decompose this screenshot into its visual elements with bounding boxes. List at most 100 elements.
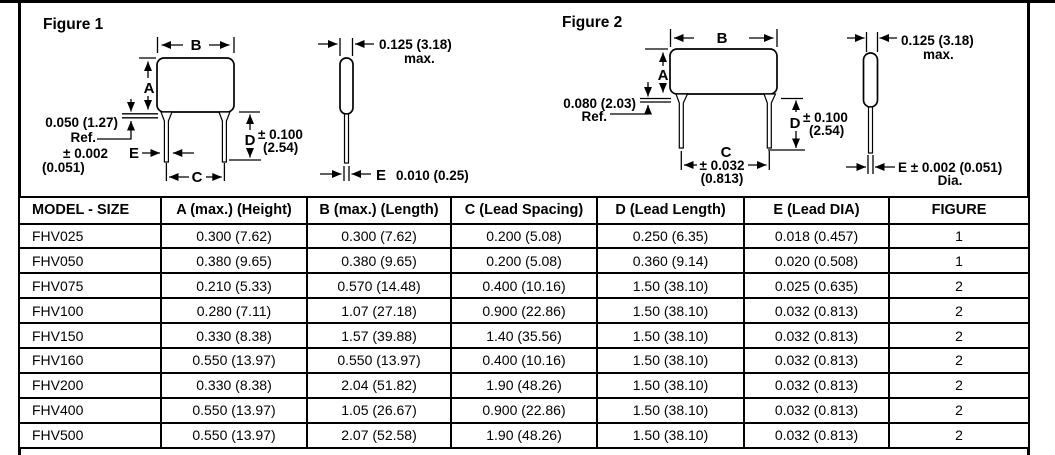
cell-model: FHV075 [18,272,162,300]
fig2-c-tol-mm: (0.813) [701,171,744,186]
cell-figure: 2 [888,272,1030,300]
fig1-side-max-label: max. [404,51,435,66]
cell-d-length: 0.250 (6.35) [596,222,745,250]
figure2-title: Figure 2 [562,14,622,31]
fig1-c-label: C [192,169,203,186]
cell-model: FHV025 [18,222,162,250]
fig2-c-label: C [721,144,732,161]
table-row: FHV400 0.550 (13.97) 1.05 (26.67) 0.900 … [18,396,1030,424]
cell-c-spacing: 0.200 (5.08) [450,222,598,250]
table-row: FHV075 0.210 (5.33) 0.570 (14.48) 0.400 … [18,272,1030,300]
cell-e-dia: 0.025 (0.635) [743,272,890,300]
fig2-d-label: D [790,115,801,132]
fig1-b-label: B [191,37,202,54]
cell-a-height: 0.300 (7.62) [160,222,308,250]
cell-d-length: 1.50 (38.10) [596,396,745,424]
fig1-e-label: E [129,145,139,162]
fig2-right-lead [763,93,777,149]
col-header-d-lead-length: D (Lead Length) [596,196,745,225]
table-row: FHV150 0.330 (8.38) 1.57 (39.88) 1.40 (3… [18,322,1030,349]
figure1-drawing: Figure 1 B A 0.050 (1.27) Ref. ± [42,16,469,186]
cell-b-length: 0.300 (7.62) [306,222,452,250]
col-header-c-lead-spacing: C (Lead Spacing) [450,196,598,225]
fig1-side-e-value: 0.010 (0.25) [396,168,469,183]
fig2-side-e-value: E ± 0.002 (0.051) [898,160,1002,175]
fig2-body-outline [669,48,778,95]
col-header-a-height: A (max.) (Height) [160,196,308,225]
fig2-ref-value: 0.080 (2.03) [563,96,636,111]
cell-d-length: 1.50 (38.10) [596,371,745,399]
dimension-figures: Figure 1 B A 0.050 (1.27) Ref. ± [42,14,1002,188]
cell-e-dia: 0.032 (0.813) [743,371,890,399]
table-header-row: MODEL - SIZE A (max.) (Height) B (max.) … [18,196,1030,225]
fig2-side-body [862,52,879,108]
fig2-side-lead [867,106,874,154]
cell-model: FHV400 [18,396,162,424]
fig2-a-label: A [658,67,669,84]
fig2-side-e-unit: Dia. [938,173,963,188]
cell-model: FHV100 [18,297,162,325]
fig1-e-tol-mm: (0.051) [42,160,85,175]
fig1-e-tol: ± 0.002 [63,146,108,161]
cell-c-spacing: 0.900 (22.86) [450,396,598,424]
cell-b-length: 0.380 (9.65) [306,247,452,275]
table-row: FHV050 0.380 (9.65) 0.380 (9.65) 0.200 (… [18,247,1030,275]
cell-e-dia: 0.018 (0.457) [743,222,890,250]
col-header-model-size: MODEL - SIZE [18,196,162,225]
col-header-b-length: B (max.) (Length) [306,196,452,225]
fig1-ref-value: 0.050 (1.27) [45,115,118,130]
fig2-side-max-label: max. [923,47,954,62]
cell-e-dia: 0.032 (0.813) [743,396,890,424]
fig1-d-label: D [245,132,256,149]
figure1-title: Figure 1 [43,16,104,33]
table-row: FHV500 0.550 (13.97) 2.07 (52.58) 1.90 (… [18,421,1030,449]
fig1-d-tol: ± 0.100 [258,127,303,142]
cell-model: FHV200 [18,371,162,399]
fig1-a-label: A [144,80,155,97]
cell-d-length: 1.50 (38.10) [596,297,745,325]
table-row: FHV025 0.300 (7.62) 0.300 (7.62) 0.200 (… [18,222,1030,250]
cell-d-length: 0.360 (9.14) [596,247,745,275]
col-header-e-lead-dia: E (Lead DIA) [743,196,890,225]
cell-figure: 2 [888,322,1030,349]
cell-d-length: 1.50 (38.10) [596,421,745,449]
cell-c-spacing: 0.400 (10.16) [450,346,598,374]
cell-b-length: 2.04 (51.82) [306,371,452,399]
cell-b-length: 0.550 (13.97) [306,346,452,374]
col-header-figure: FIGURE [888,196,1030,225]
cell-a-height: 0.330 (8.38) [160,371,308,399]
cell-model: FHV160 [18,346,162,374]
cell-figure: 1 [888,222,1030,250]
fig2-d-tol: ± 0.100 [803,110,848,125]
fig2-b-label: B [717,30,728,47]
fig2-left-lead [675,93,689,149]
cell-figure: 2 [888,297,1030,325]
cell-d-length: 1.50 (38.10) [596,346,745,374]
fig1-right-lead [218,111,231,163]
fig2-ref-label: Ref. [581,109,607,124]
cell-c-spacing: 1.90 (48.26) [450,421,598,449]
fig1-d-tol-mm: (2.54) [263,140,298,155]
cell-e-dia: 0.032 (0.813) [743,322,890,349]
cell-b-length: 1.57 (39.88) [306,322,452,349]
cell-c-spacing: 1.90 (48.26) [450,371,598,399]
table-row: FHV200 0.330 (8.38) 2.04 (51.82) 1.90 (4… [18,371,1030,399]
fig1-side-max-value: 0.125 (3.18) [379,37,452,52]
cell-e-dia: 0.032 (0.813) [743,346,890,374]
cell-a-height: 0.550 (13.97) [160,346,308,374]
cell-model: FHV150 [18,322,162,349]
cell-figure: 2 [888,421,1030,449]
spec-table: MODEL - SIZE A (max.) (Height) B (max.) … [18,196,1030,449]
top-rule [0,0,1055,3]
cell-figure: 2 [888,371,1030,399]
cell-d-length: 1.50 (38.10) [596,322,745,349]
cell-e-dia: 0.020 (0.508) [743,247,890,275]
cell-b-length: 1.05 (26.67) [306,396,452,424]
figure2-drawing: Figure 2 B A 0.080 (2.03) Ref. [562,14,1002,188]
ref-leader-arrow [97,121,135,140]
cell-a-height: 0.550 (13.97) [160,421,308,449]
fig1-left-lead [160,111,173,163]
cell-model: FHV500 [18,421,162,449]
cell-a-height: 0.550 (13.97) [160,396,308,424]
